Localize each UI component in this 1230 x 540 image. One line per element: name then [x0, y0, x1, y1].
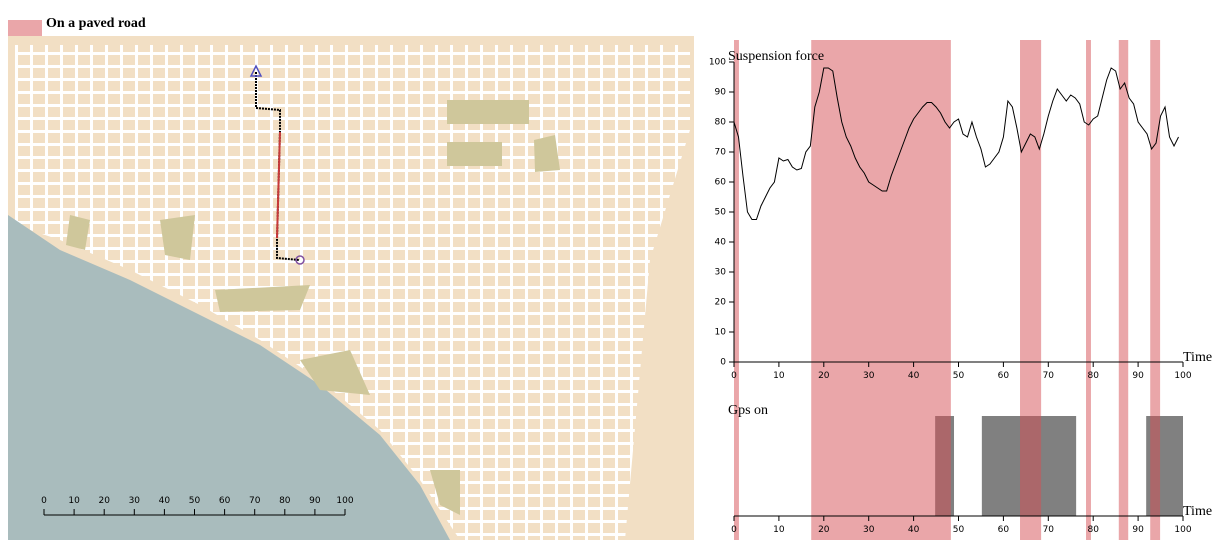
route-start — [249, 64, 263, 77]
x-tick-label: 50 — [953, 525, 965, 535]
paved-band — [1150, 40, 1161, 540]
chart-title: Gps on — [728, 403, 768, 418]
scale-label: 40 — [159, 496, 171, 506]
x-tick-label: 20 — [818, 525, 830, 535]
legend-swatch — [8, 20, 42, 38]
legend-label: On a paved road — [46, 16, 146, 31]
x-tick-label: 0 — [731, 525, 737, 535]
city-streets — [15, 45, 690, 540]
x-tick-label: 30 — [863, 525, 875, 535]
x-tick-label: 90 — [1132, 525, 1144, 535]
y-tick-label: 70 — [715, 148, 727, 158]
x-tick-label: 50 — [953, 371, 965, 381]
paved-band — [1086, 40, 1091, 540]
x-tick-label: 10 — [773, 371, 785, 381]
scale-label: 10 — [68, 496, 80, 506]
scale-label: 30 — [129, 496, 141, 506]
y-tick-label: 20 — [715, 298, 727, 308]
x-axis-label: Time — [1183, 504, 1212, 519]
chart-title: Suspension force — [728, 49, 824, 64]
y-tick-label: 40 — [715, 238, 727, 248]
scale-label: 90 — [309, 496, 321, 506]
y-tick-label: 50 — [715, 208, 727, 218]
x-tick-label: 40 — [908, 525, 920, 535]
route — [255, 72, 300, 261]
paved-band — [1118, 40, 1129, 540]
x-tick-label: 80 — [1087, 525, 1099, 535]
route-end — [295, 255, 305, 265]
map: 0 10 20 30 40 50 60 70 80 90 100 — [8, 36, 694, 540]
y-tick-label: 100 — [709, 58, 726, 68]
scale-label: 20 — [98, 496, 110, 506]
x-tick-label: 20 — [818, 371, 830, 381]
force-line — [733, 67, 1179, 220]
y-tick-label: 80 — [715, 118, 727, 128]
paved-band — [1020, 40, 1042, 540]
x-tick-label: 60 — [998, 525, 1010, 535]
y-tick-label: 0 — [720, 358, 726, 368]
x-tick-label: 80 — [1087, 371, 1099, 381]
parks — [66, 100, 560, 515]
scale-label: 0 — [41, 496, 47, 506]
x-tick-label: 90 — [1132, 371, 1144, 381]
y-tick-label: 60 — [715, 178, 727, 188]
x-tick-label: 70 — [1043, 371, 1055, 381]
x-tick-label: 70 — [1043, 525, 1055, 535]
scale-label: 80 — [279, 496, 291, 506]
scale-label: 70 — [249, 496, 261, 506]
paved-band — [734, 40, 739, 540]
scale-bar: 0 10 20 30 40 50 60 70 80 90 100 — [41, 496, 354, 516]
x-tick-label: 100 — [1174, 525, 1191, 535]
x-tick-label: 0 — [731, 371, 737, 381]
scale-label: 100 — [336, 496, 353, 506]
paved-band — [811, 40, 951, 540]
y-tick-label: 90 — [715, 88, 727, 98]
x-axis-label: Time — [1183, 350, 1212, 365]
x-tick-label: 100 — [1174, 371, 1191, 381]
y-tick-label: 10 — [715, 328, 727, 338]
ocean — [8, 215, 450, 540]
x-tick-label: 30 — [863, 371, 875, 381]
scale-label: 60 — [219, 496, 231, 506]
y-tick-label: 30 — [715, 268, 727, 278]
scale-label: 50 — [189, 496, 201, 506]
route-paved — [276, 131, 281, 239]
x-tick-label: 40 — [908, 371, 920, 381]
x-tick-label: 60 — [998, 371, 1010, 381]
x-tick-label: 10 — [773, 525, 785, 535]
